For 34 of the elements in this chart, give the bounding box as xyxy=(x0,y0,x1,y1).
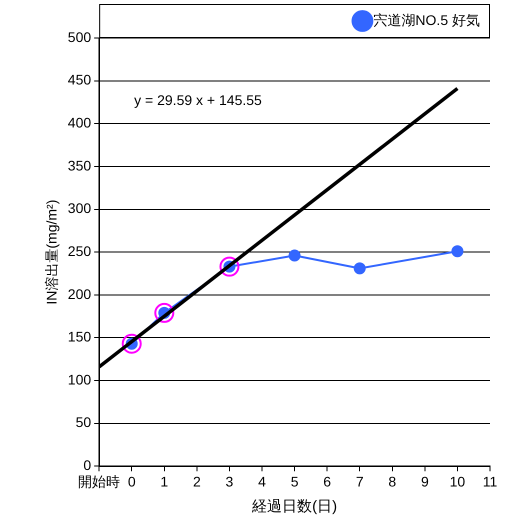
x-tick-label: 9 xyxy=(420,473,429,490)
y-tick-label: 350 xyxy=(68,157,92,174)
point xyxy=(122,334,142,354)
y-tick-label: 450 xyxy=(68,72,92,88)
x-tick-label: 8 xyxy=(388,473,396,490)
legend-label: 宍道湖NO.5 好気 xyxy=(373,12,480,28)
point xyxy=(451,245,464,258)
point xyxy=(288,250,301,262)
x-tick-label: 7 xyxy=(356,473,364,490)
y-tick-label: 50 xyxy=(76,414,92,430)
x-tick-label: 開始時 xyxy=(78,473,120,490)
x-tick-label: 10 xyxy=(450,473,466,490)
x-axis-title: 経過日数(日) xyxy=(251,498,338,516)
point xyxy=(154,302,174,323)
x-tick-label: 11 xyxy=(482,473,498,490)
point xyxy=(219,256,240,277)
y-tick-label: 100 xyxy=(68,371,92,388)
x-tick-label: 3 xyxy=(226,473,234,490)
y-tick-label: 0 xyxy=(83,457,92,474)
x-tick-label: 4 xyxy=(258,473,266,490)
y-tick-label: 200 xyxy=(68,286,92,302)
y-tick-label: 150 xyxy=(68,328,92,345)
y-tick-label: 250 xyxy=(68,242,92,259)
x-tick-label: 5 xyxy=(290,473,299,490)
y-tick-label: 400 xyxy=(68,114,92,130)
x-tick-label: 2 xyxy=(192,473,201,490)
y-tick-label: 300 xyxy=(68,200,92,216)
y-axis-title: IN溶出量(mg/m²) xyxy=(43,200,60,305)
y-tick-label: 500 xyxy=(68,28,92,45)
x-tick-label: 6 xyxy=(323,473,332,490)
annotation: y = 29.59 x + 145.55 xyxy=(134,92,262,108)
x-tick-label: 1 xyxy=(160,473,168,490)
point xyxy=(354,262,366,274)
x-tick-label: 0 xyxy=(128,473,136,490)
